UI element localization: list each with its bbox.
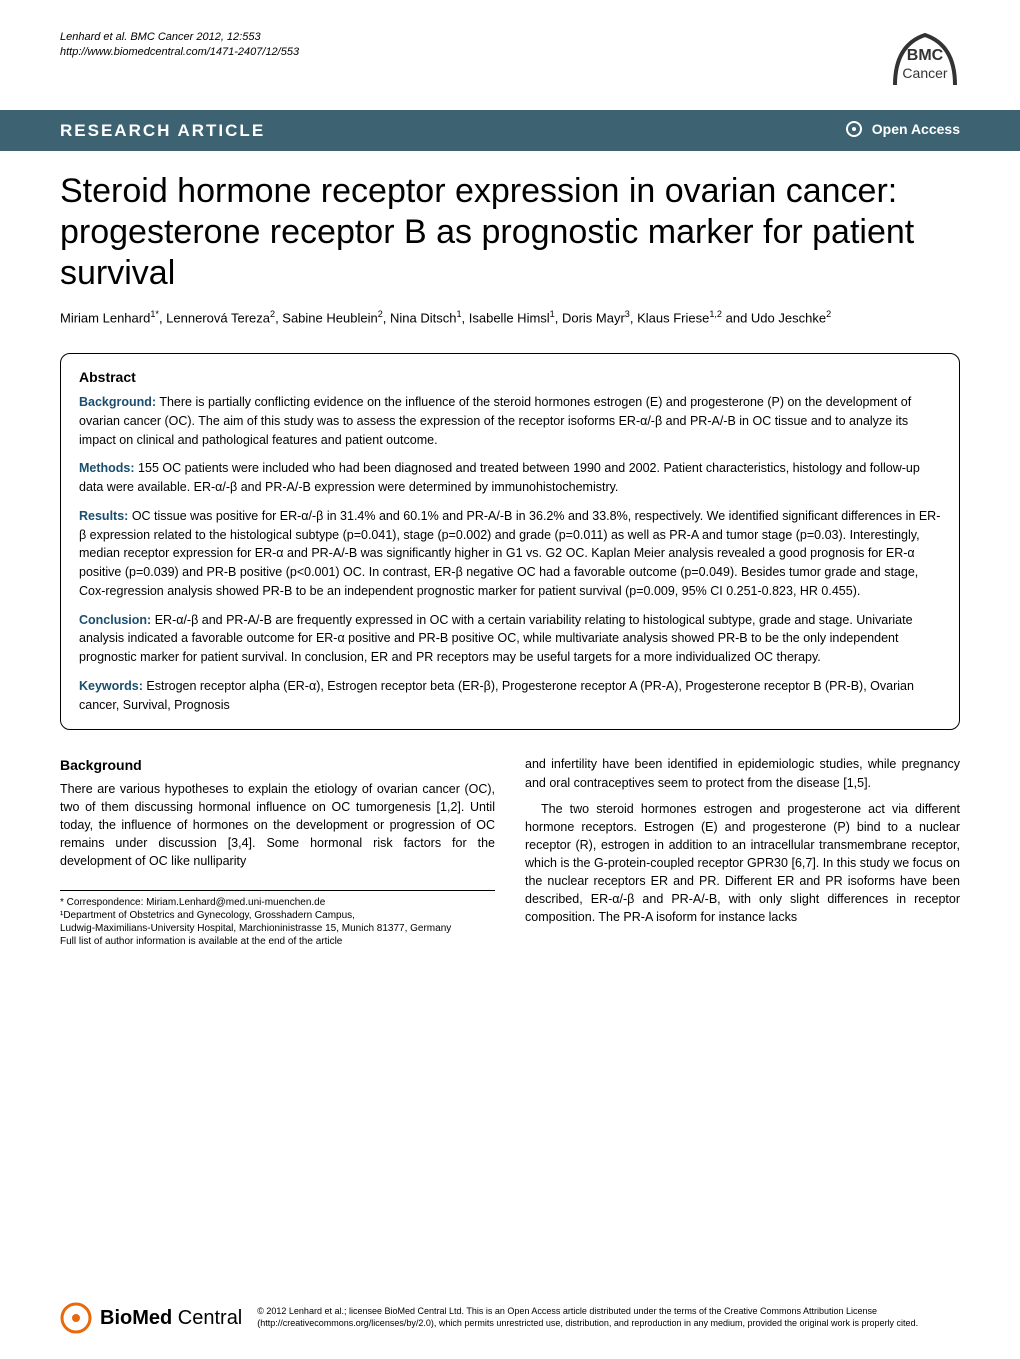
abstract-container: Abstract Background: There is partially … [60, 353, 960, 730]
abstract-keywords-label: Keywords: [79, 679, 143, 693]
article-title: Steroid hormone receptor expression in o… [0, 151, 1020, 303]
abstract-keywords: Keywords: Estrogen receptor alpha (ER-α)… [79, 677, 941, 715]
abstract-background-text: There is partially conflicting evidence … [79, 395, 911, 447]
open-access-label: Open Access [845, 120, 960, 141]
svg-text:Cancer: Cancer [902, 65, 947, 81]
footnotes-block: * Correspondence: Miriam.Lenhard@med.uni… [60, 890, 495, 948]
right-column: and infertility have been identified in … [525, 755, 960, 948]
abstract-methods-text: 155 OC patients were included who had be… [79, 461, 920, 494]
body-para-1: There are various hypotheses to explain … [60, 780, 495, 871]
svg-text:BMC: BMC [907, 47, 944, 64]
article-type-label: RESEARCH ARTICLE [60, 121, 265, 141]
abstract-background: Background: There is partially conflicti… [79, 393, 941, 449]
abstract-results-label: Results: [79, 509, 128, 523]
abstract-heading: Abstract [79, 369, 941, 385]
abstract-background-label: Background: [79, 395, 156, 409]
abstract-conclusion-label: Conclusion: [79, 613, 151, 627]
background-heading: Background [60, 755, 495, 775]
abstract-methods-label: Methods: [79, 461, 135, 475]
bmc-logo-icon: BMC Cancer [890, 30, 960, 90]
left-column: Background There are various hypotheses … [60, 755, 495, 948]
page-header: Lenhard et al. BMC Cancer 2012, 12:553 h… [0, 0, 1020, 105]
body-content: Background There are various hypotheses … [0, 740, 1020, 963]
copyright-text: © 2012 Lenhard et al.; licensee BioMed C… [257, 1306, 960, 1329]
citation-block: Lenhard et al. BMC Cancer 2012, 12:553 h… [60, 30, 299, 61]
page-footer: BioMed Central © 2012 Lenhard et al.; li… [60, 1302, 960, 1334]
citation-line-1: Lenhard et al. BMC Cancer 2012, 12:553 [60, 30, 299, 45]
author-list: Miriam Lenhard1*, Lennerová Tereza2, Sab… [0, 303, 1020, 343]
abstract-keywords-text: Estrogen receptor alpha (ER-α), Estrogen… [79, 679, 914, 712]
full-list-note: Full list of author information is avail… [60, 935, 495, 948]
abstract-results-text: OC tissue was positive for ER-α/-β in 31… [79, 509, 940, 598]
biomed-central-logo: BioMed Central [60, 1302, 242, 1334]
biomed-central-icon [60, 1302, 92, 1334]
body-para-2: and infertility have been identified in … [525, 755, 960, 791]
citation-url: http://www.biomedcentral.com/1471-2407/1… [60, 45, 299, 60]
article-type-banner: RESEARCH ARTICLE Open Access [0, 110, 1020, 151]
abstract-results: Results: OC tissue was positive for ER-α… [79, 507, 941, 601]
body-para-3: The two steroid hormones estrogen and pr… [525, 800, 960, 927]
open-access-icon [845, 120, 863, 141]
abstract-conclusion-text: ER-α/-β and PR-A/-B are frequently expre… [79, 613, 913, 665]
journal-logo: BMC Cancer [890, 30, 960, 95]
abstract-methods: Methods: 155 OC patients were included w… [79, 459, 941, 497]
correspondence-line: * Correspondence: Miriam.Lenhard@med.uni… [60, 896, 495, 909]
affiliation-1b: Ludwig-Maximilians-University Hospital, … [60, 922, 495, 935]
footer-logo-text: BioMed Central [100, 1307, 242, 1330]
abstract-conclusion: Conclusion: ER-α/-β and PR-A/-B are freq… [79, 611, 941, 667]
affiliation-1: ¹Department of Obstetrics and Gynecology… [60, 909, 495, 922]
